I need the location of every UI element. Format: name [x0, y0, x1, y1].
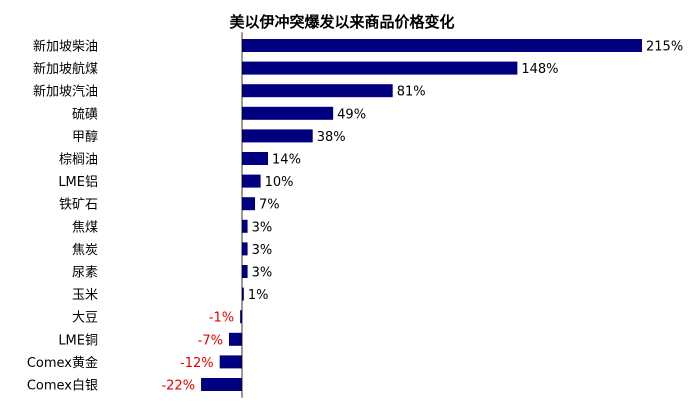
data-label: 10% — [265, 175, 294, 190]
bar — [242, 84, 393, 98]
category-label: 大豆 — [72, 311, 98, 326]
data-label: 3% — [252, 266, 273, 281]
category-label: 新加坡汽油 — [33, 84, 98, 100]
category-label: LME铝 — [58, 175, 98, 190]
category-label: 铁矿石 — [59, 198, 98, 213]
category-label: 新加坡航煤 — [33, 61, 98, 77]
category-label: 焦煤 — [72, 220, 98, 235]
bar — [242, 129, 313, 143]
bar — [219, 355, 242, 369]
bar — [242, 242, 248, 256]
data-labels: 215% 148% 81% 49% 38% 14% 10% 7% 3% 3% 3% 1% -1% -7% -… — [161, 40, 683, 394]
data-label: 3% — [252, 243, 273, 258]
data-label: 38% — [317, 130, 346, 145]
data-label: 148% — [521, 62, 558, 77]
bar — [240, 310, 242, 324]
data-label: 1% — [248, 288, 269, 303]
bar — [228, 332, 242, 346]
data-label: 215% — [646, 40, 683, 55]
data-label: 49% — [337, 107, 366, 122]
data-label: -7% — [198, 333, 223, 348]
bar — [242, 152, 269, 165]
bar — [242, 197, 256, 211]
bars — [201, 39, 642, 391]
category-label: Comex黄金 — [27, 355, 98, 371]
category-label: 尿素 — [72, 266, 98, 281]
bar — [242, 174, 261, 188]
data-label: -22% — [161, 379, 195, 394]
bar — [242, 287, 244, 301]
category-label: 棕榈油 — [59, 153, 98, 168]
bar — [242, 219, 248, 233]
category-label: Comex白银 — [27, 378, 98, 394]
data-label: 3% — [252, 220, 273, 235]
bar — [242, 39, 642, 52]
category-label: 新加坡柴油 — [33, 39, 98, 55]
category-label: 甲醇 — [72, 129, 98, 145]
category-label: 硫磺 — [72, 107, 98, 122]
category-label: 焦炭 — [72, 243, 98, 258]
chart-title: 美以伊冲突爆发以来商品价格变化 — [229, 13, 454, 31]
category-label: 玉米 — [72, 288, 98, 303]
data-label: 14% — [272, 153, 301, 168]
bar — [242, 106, 334, 120]
data-label: 81% — [397, 85, 426, 100]
data-label: -1% — [209, 311, 234, 326]
data-label: -12% — [180, 356, 214, 371]
bar — [242, 265, 248, 278]
bar — [201, 378, 242, 391]
category-label: LME铜 — [58, 333, 98, 348]
bar — [242, 61, 518, 75]
data-label: 7% — [259, 198, 280, 213]
